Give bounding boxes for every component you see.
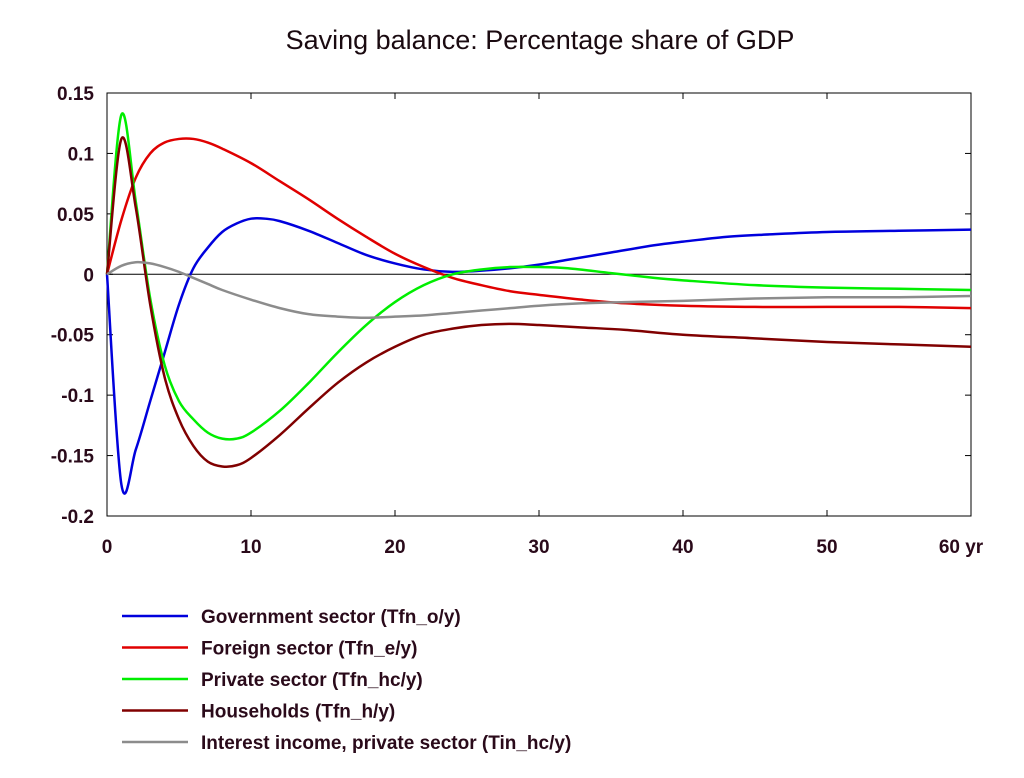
- x-tick-label: 20: [384, 537, 405, 558]
- series-line: [105, 112, 972, 441]
- y-axis: 0.15 0.1 0.05 0 -0.05 -0.1 -0.15 -0.2: [51, 84, 971, 528]
- chart-title: Saving balance: Percentage share of GDP: [286, 25, 795, 55]
- y-tick-label: -0.1: [61, 386, 94, 407]
- legend-label: Interest income, private sector (Tin_hc/…: [201, 733, 571, 754]
- y-tick-label: 0.15: [57, 84, 94, 105]
- y-tick-label: -0.15: [51, 447, 95, 468]
- y-tick-label: -0.05: [51, 326, 95, 347]
- series-lines: [105, 112, 972, 495]
- series-line: [105, 216, 972, 495]
- x-tick-label: 50: [816, 537, 837, 558]
- x-tick-label: 40: [672, 537, 693, 558]
- legend-label: Government sector (Tfn_o/y): [201, 607, 461, 628]
- x-tick-label: 60 yr: [939, 537, 984, 558]
- y-tick-label: 0.1: [68, 144, 95, 165]
- legend-label: Households (Tfn_h/y): [201, 702, 395, 723]
- x-tick-label: 30: [528, 537, 549, 558]
- legend-label: Private sector (Tfn_hc/y): [201, 670, 423, 691]
- series-line: [105, 136, 972, 468]
- x-axis: 0 10 20 30 40 50 60 yr: [102, 93, 984, 558]
- y-tick-label: -0.2: [61, 507, 94, 528]
- y-tick-label: 0: [83, 265, 94, 286]
- y-tick-label: 0.05: [57, 205, 94, 226]
- legend: Government sector (Tfn_o/y) Foreign secto…: [122, 607, 571, 754]
- x-tick-label: 0: [102, 537, 113, 558]
- series-line: [106, 260, 972, 320]
- series-line: [105, 137, 972, 310]
- x-tick-label: 10: [240, 537, 261, 558]
- legend-label: Foreign sector (Tfn_e/y): [201, 639, 417, 660]
